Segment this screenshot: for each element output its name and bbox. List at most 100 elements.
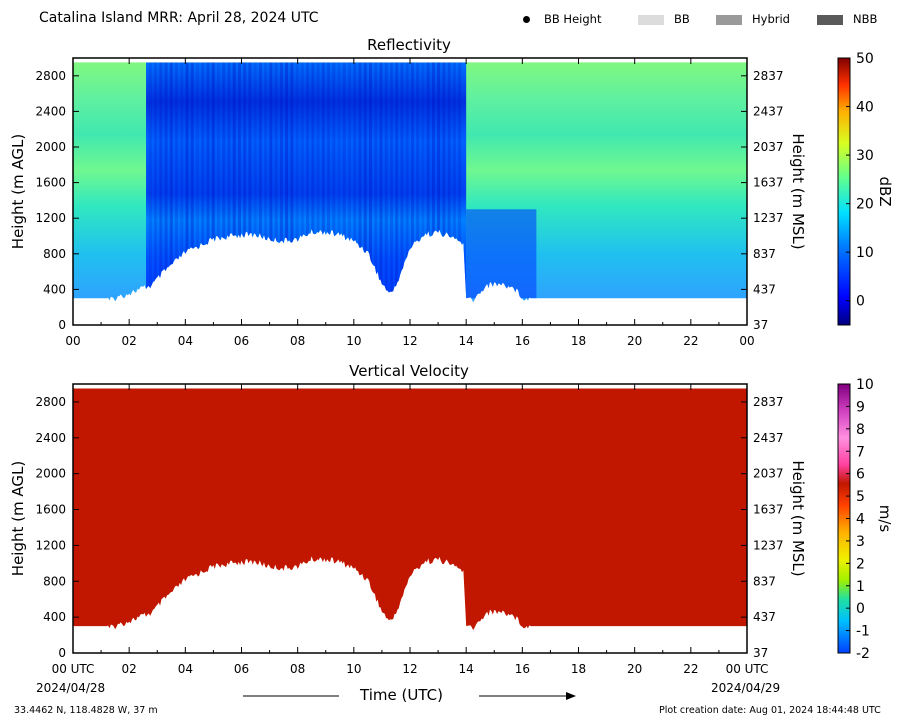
x-tick-label: 16 [515,334,530,348]
velocity-field [73,388,747,631]
precip-streak [237,62,241,303]
y-tick-label: 2000 [35,140,66,154]
y-right-tick-label: 1237 [753,538,784,552]
colorbar-tick-label: 6 [856,467,865,483]
legend-label-bb-height: BB Height [544,12,602,26]
y-right-tick-label: 2437 [753,104,784,118]
y-tick-label: 2800 [35,395,66,409]
precip-streak [458,62,462,303]
legend-hybrid: Hybrid [716,12,790,26]
y-tick-label: 400 [43,610,66,624]
y-tick-label: 0 [58,646,66,660]
precip-streak [290,62,294,303]
x-tick-label: 14 [459,662,474,676]
colorbar-tick-label: 5 [856,489,865,505]
colorbar-tick-label: 40 [856,100,874,116]
location-text: 33.4462 N, 118.4828 W, 37 m [14,705,158,716]
precip-streak [316,62,320,303]
precip-streak [285,62,289,303]
precip-streak [232,62,236,303]
y-tick-label: 1600 [35,176,66,190]
reflectivity-title: Reflectivity [367,36,451,54]
y-tick-label: 800 [43,574,66,588]
y-tick-label: 800 [43,247,66,261]
hybrid-swatch [716,14,742,25]
legend-nbb: NBB [817,12,877,26]
precip-streak [227,62,231,303]
x-tick-label: 00 [739,334,754,348]
x-axis-label: Time (UTC) [360,686,443,704]
legend-bb-height: BB Height [523,12,601,26]
x-tick-label: 14 [459,334,474,348]
legend-label-nbb: NBB [853,12,878,26]
precip-streak [274,62,278,303]
precip-streak [311,62,315,303]
colorbar-tick-label: 20 [856,197,874,213]
x-tick-label: 18 [571,334,586,348]
arrow-head-icon [566,692,576,700]
colorbar-tick-label: -1 [856,624,870,640]
precip-streak [279,62,283,303]
precip-streak [374,62,378,303]
colorbar-tick-label: 50 [856,51,874,67]
precip-streak [437,62,441,303]
colorbar-tick-label: 9 [856,399,865,415]
colorbar-label: dBZ [876,176,894,206]
precip-streak [269,62,273,303]
y-right-tick-label: 437 [753,282,776,296]
colorbar-tick-label: 0 [856,601,865,617]
precip-streak [243,62,247,303]
precip-streak [175,62,179,303]
colorbar-tick-label: 2 [856,556,865,572]
x-tick-label: 00 UTC [52,662,95,676]
legend-label-hybrid: Hybrid [752,12,790,26]
time-axis-arrows [243,692,576,700]
x-tick-label: 04 [178,334,193,348]
y-right-tick-label: 37 [753,646,768,660]
precip-streak [426,62,430,303]
x-tick-label: 08 [290,334,305,348]
x-tick-label: 22 [683,662,698,676]
dot-icon [523,16,530,23]
y-right-tick-label: 2037 [753,467,784,481]
precip-streak [190,62,194,303]
x-tick-label: 12 [402,662,417,676]
precip-streak [389,62,393,303]
precip-streak [248,62,252,303]
y-right-tick-label: 837 [753,247,776,261]
x-tick-label: 20 [627,662,642,676]
colorbar [837,57,851,326]
precip-streak [416,62,420,303]
post-storm-layer [466,209,537,299]
precip-streak [353,62,357,303]
colorbar-tick-label: 7 [856,444,865,460]
precip-streak [447,62,451,303]
x-tick-label: 12 [402,334,417,348]
y-right-tick-label: 1637 [753,176,784,190]
colorbar-tick-label: -2 [856,646,870,662]
x-tick-label: 10 [346,334,361,348]
precip-streak [201,62,205,303]
precip-streak [206,62,210,303]
x-tick-label: 22 [683,334,698,348]
precip-streak [258,62,262,303]
y-tick-label: 2400 [35,104,66,118]
precip-streak [384,62,388,303]
y-right-tick-label: 2837 [753,69,784,83]
precip-streak [348,62,352,303]
x-tick-label: 06 [234,662,249,676]
precip-streak [148,62,152,303]
y-right-tick-label: 1637 [753,503,784,517]
legend-label-bb: BB [674,12,690,26]
colorbar-tick-label: 3 [856,534,865,550]
precip-streak [368,62,372,303]
precip-streak [154,62,158,303]
precip-streak [452,62,456,303]
precip-streak [321,62,325,303]
legend-bb: BB [638,12,690,26]
x-tick-label: 10 [346,662,361,676]
precip-streak [211,62,215,303]
